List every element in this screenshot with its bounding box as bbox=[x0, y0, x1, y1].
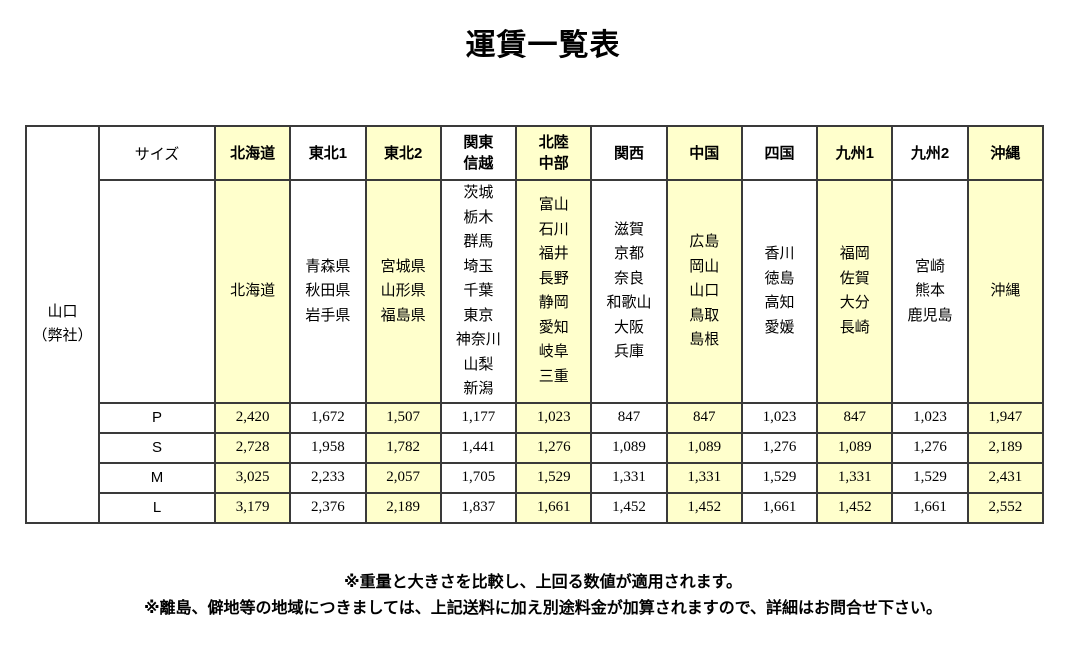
fare-cell: 1,023 bbox=[891, 401, 969, 434]
fare-cell: 2,431 bbox=[966, 461, 1045, 494]
fare-cell: 3,179 bbox=[213, 491, 292, 524]
region-header-kansai: 関西 bbox=[590, 125, 668, 181]
fare-cell: 1,958 bbox=[289, 431, 367, 464]
fare-row-p: P 2,420 1,672 1,507 1,177 1,023 847 847 … bbox=[26, 401, 1045, 434]
region-header-hokkaido: 北海道 bbox=[213, 125, 292, 181]
fare-cell: 1,023 bbox=[515, 401, 593, 434]
size-label-cell: M bbox=[98, 461, 216, 494]
prefecture-list-cell: 北海道 bbox=[213, 179, 292, 404]
fare-cell: 1,441 bbox=[439, 431, 518, 464]
fare-cell: 1,452 bbox=[590, 491, 668, 524]
prefecture-list-cell: 富山 石川 福井 長野 静岡 愛知 岐阜 三重 bbox=[515, 179, 593, 404]
header-row: 山口 （弊社） サイズ 北海道 東北1 東北2 関東 信越 北陸 中部 関西 中… bbox=[25, 125, 1045, 524]
fare-cell: 2,552 bbox=[966, 491, 1045, 524]
size-label-cell: L bbox=[98, 491, 216, 524]
fare-cell: 1,661 bbox=[515, 491, 593, 524]
fare-cell: 1,529 bbox=[515, 461, 593, 494]
region-header-kanto-shinetsu: 関東 信越 bbox=[439, 125, 518, 181]
size-label-cell: S bbox=[98, 431, 216, 464]
footnote-remote-area: ※離島、僻地等の地域につきましては、上記送料に加え別途料金が加算されますので、詳… bbox=[143, 599, 943, 617]
fare-cell: 1,089 bbox=[590, 431, 668, 464]
fare-cell: 1,276 bbox=[891, 431, 969, 464]
fare-cell: 847 bbox=[665, 401, 743, 434]
fare-cell: 1,672 bbox=[289, 401, 367, 434]
fare-cell: 1,705 bbox=[439, 461, 518, 494]
prefecture-list-cell: 宮崎 熊本 鹿児島 bbox=[891, 179, 969, 404]
region-header-hokuriku-chubu: 北陸 中部 bbox=[515, 125, 593, 181]
page-title: 運賃一覧表 bbox=[465, 29, 621, 62]
size-label-cell: P bbox=[98, 401, 216, 434]
size-column-header: サイズ bbox=[98, 125, 216, 181]
prefecture-list-cell: 福岡 佐賀 大分 長崎 bbox=[816, 179, 894, 404]
fare-cell: 1,089 bbox=[816, 431, 894, 464]
size-empty-cell bbox=[98, 179, 216, 404]
fare-cell: 1,507 bbox=[364, 401, 442, 434]
fare-cell: 1,661 bbox=[891, 491, 969, 524]
fare-cell: 2,057 bbox=[364, 461, 442, 494]
fare-row-s: S 2,728 1,958 1,782 1,441 1,276 1,089 1,… bbox=[26, 431, 1045, 464]
fare-cell: 1,331 bbox=[816, 461, 894, 494]
fare-row-m: M 3,025 2,233 2,057 1,705 1,529 1,331 1,… bbox=[26, 461, 1045, 494]
fare-cell: 1,276 bbox=[515, 431, 593, 464]
prefecture-list-cell: 宮城県 山形県 福島県 bbox=[364, 179, 442, 404]
region-header-tohoku1: 東北1 bbox=[289, 125, 367, 181]
prefecture-list-cell: 広島 岡山 山口 鳥取 島根 bbox=[665, 179, 743, 404]
origin-cell: 山口 （弊社） bbox=[25, 125, 100, 524]
region-header-kyushu1: 九州1 bbox=[816, 125, 894, 181]
region-header-tohoku2: 東北2 bbox=[364, 125, 442, 181]
footnote-weight-rule: ※重量と大きさを比較し、上回る数値が適用されます。 bbox=[344, 573, 742, 591]
prefecture-list-cell: 沖縄 bbox=[966, 179, 1045, 404]
fare-cell: 1,947 bbox=[966, 401, 1045, 434]
region-header-okinawa: 沖縄 bbox=[966, 125, 1045, 181]
prefecture-list-cell: 滋賀 京都 奈良 和歌山 大阪 兵庫 bbox=[590, 179, 668, 404]
region-header-chugoku: 中国 bbox=[665, 125, 743, 181]
fare-cell: 1,331 bbox=[590, 461, 668, 494]
fare-cell: 1,331 bbox=[665, 461, 743, 494]
fare-cell: 2,189 bbox=[966, 431, 1045, 464]
fare-cell: 2,420 bbox=[213, 401, 292, 434]
fare-cell: 1,023 bbox=[740, 401, 819, 434]
fare-cell: 1,837 bbox=[439, 491, 518, 524]
fare-cell: 1,452 bbox=[816, 491, 894, 524]
fare-cell: 1,276 bbox=[740, 431, 819, 464]
fare-cell: 1,529 bbox=[740, 461, 819, 494]
region-header-kyushu2: 九州2 bbox=[891, 125, 969, 181]
fare-cell: 1,782 bbox=[364, 431, 442, 464]
prefecture-list-cell: 青森県 秋田県 岩手県 bbox=[289, 179, 367, 404]
fare-cell: 2,189 bbox=[364, 491, 442, 524]
footnotes: ※重量と大きさを比較し、上回る数値が適用されます。 ※離島、僻地等の地域につきま… bbox=[0, 570, 1086, 622]
fare-cell: 2,376 bbox=[289, 491, 367, 524]
prefecture-list-cell: 香川 徳島 高知 愛媛 bbox=[740, 179, 819, 404]
region-header-shikoku: 四国 bbox=[740, 125, 819, 181]
fare-cell: 2,233 bbox=[289, 461, 367, 494]
fare-cell: 3,025 bbox=[213, 461, 292, 494]
fare-cell: 1,661 bbox=[740, 491, 819, 524]
fare-cell: 2,728 bbox=[213, 431, 292, 464]
prefecture-row: 北海道 青森県 秋田県 岩手県 宮城県 山形県 福島県 茨城 栃木 群馬 埼玉 … bbox=[26, 179, 1045, 404]
fare-cell: 847 bbox=[816, 401, 894, 434]
fare-row-l: L 3,179 2,376 2,189 1,837 1,661 1,452 1,… bbox=[26, 491, 1045, 524]
fare-table: 山口 （弊社） サイズ 北海道 東北1 東北2 関東 信越 北陸 中部 関西 中… bbox=[25, 125, 1045, 524]
fare-cell: 1,452 bbox=[665, 491, 743, 524]
fare-cell: 847 bbox=[590, 401, 668, 434]
prefecture-list-cell: 茨城 栃木 群馬 埼玉 千葉 東京 神奈川 山梨 新潟 bbox=[439, 179, 518, 404]
fare-cell: 1,089 bbox=[665, 431, 743, 464]
fare-cell: 1,529 bbox=[891, 461, 969, 494]
fare-cell: 1,177 bbox=[439, 401, 518, 434]
